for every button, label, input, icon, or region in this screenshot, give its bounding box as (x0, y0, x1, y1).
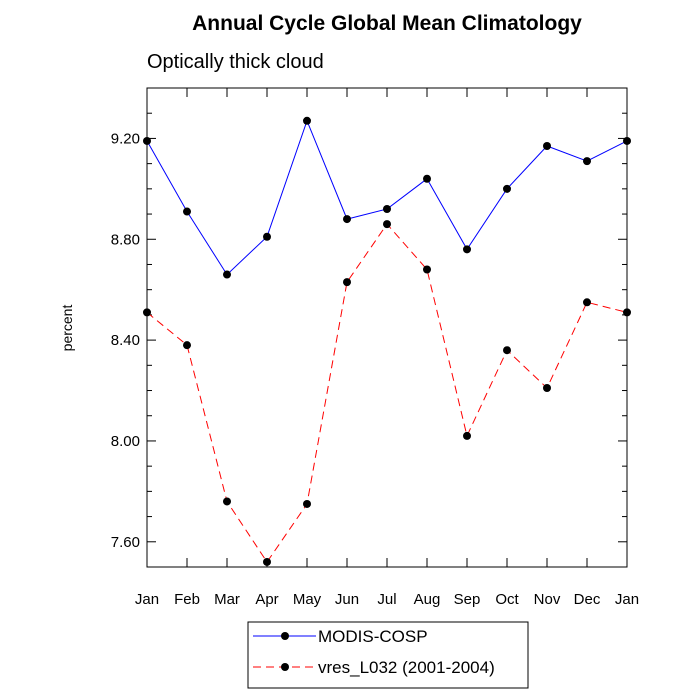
legend-label-0: MODIS-COSP (318, 627, 428, 646)
series-1-point (623, 308, 631, 317)
series-1-point (183, 341, 191, 350)
series-0-point (503, 184, 511, 193)
series-0-point (583, 157, 591, 166)
series-0-point (543, 141, 551, 150)
x-tick-label: Sep (454, 591, 481, 608)
series-1-point (223, 497, 231, 506)
legend-label-1: vres_L032 (2001-2004) (318, 658, 495, 677)
series-0-point (623, 136, 631, 145)
x-tick-label: May (293, 591, 322, 608)
x-tick-label: Jan (135, 591, 159, 608)
series-0-point (303, 116, 311, 125)
series-1-point (543, 384, 551, 393)
series-1-point (383, 220, 391, 229)
x-tick-label: Jul (377, 591, 396, 608)
x-tick-label: Dec (574, 591, 601, 608)
plot-frame (146, 87, 628, 568)
x-tick-label: Apr (255, 591, 278, 608)
series-1-point (583, 298, 591, 307)
legend-box (247, 621, 529, 689)
series-1-point (263, 557, 271, 566)
series-1-point (503, 346, 511, 355)
series-0-point (463, 245, 471, 254)
legend: MODIS-COSP vres_L032 (2001-2004) (247, 621, 529, 689)
x-tick-label: Jan (615, 591, 639, 608)
series-0-point (143, 136, 151, 145)
series-1-point (343, 278, 351, 287)
series-0-point (423, 174, 431, 183)
y-tick-label: 8.40 (111, 332, 140, 349)
x-tick-label: Jun (335, 591, 359, 608)
y-tick-label: 8.80 (111, 231, 140, 248)
chart-subtitle: Optically thick cloud (147, 51, 324, 73)
y-axis-label: percent (59, 305, 75, 352)
y-tick-label: 8.00 (111, 433, 140, 450)
plot-area: 7.60 8.00 8.40 8.80 9.20 Jan Feb Mar Apr May Jun Ju… (111, 87, 639, 608)
series-1-point (423, 265, 431, 274)
x-tick-label: Nov (534, 591, 561, 608)
series-0-point (343, 215, 351, 224)
y-tick-label: 7.60 (111, 534, 140, 551)
y-tick-label: 9.20 (111, 130, 140, 147)
series-1-point (143, 308, 151, 317)
series-0-point (183, 207, 191, 216)
series-line-1 (146, 223, 628, 563)
series-0-point (383, 205, 391, 214)
legend-marker-0 (281, 632, 289, 640)
series-1-point (463, 431, 471, 440)
x-tick-label: Oct (495, 591, 519, 608)
legend-marker-1 (281, 663, 289, 671)
chart-title: Annual Cycle Global Mean Climatology (192, 12, 582, 35)
series-1-point (303, 499, 311, 508)
series-line-0 (146, 119, 628, 276)
x-tick-label: Aug (414, 591, 441, 608)
series-0-point (263, 232, 271, 241)
series-0-point (223, 270, 231, 279)
x-tick-label: Feb (174, 591, 200, 608)
x-tick-label: Mar (214, 591, 240, 608)
